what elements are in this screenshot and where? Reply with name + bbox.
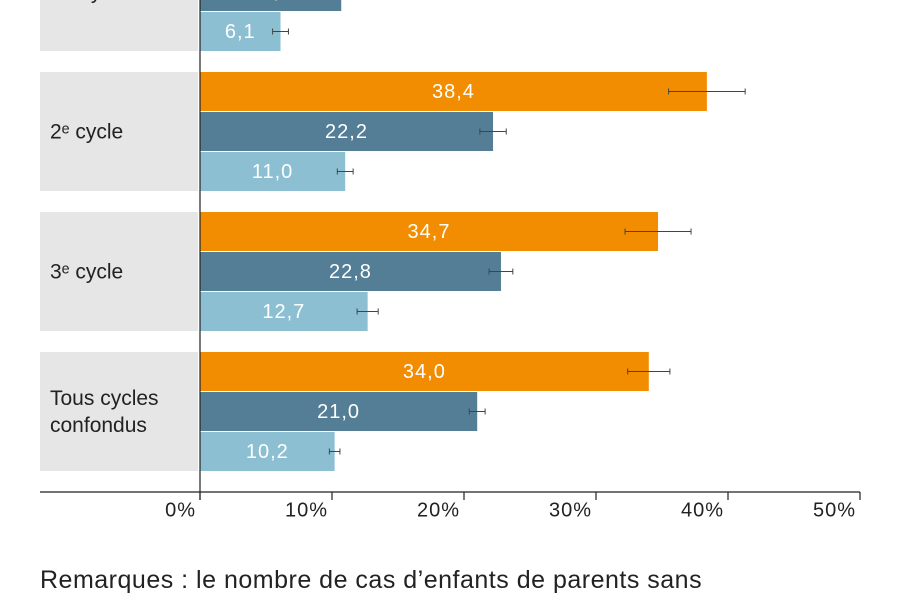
value-label: 22,8 xyxy=(329,261,372,283)
bar xyxy=(200,0,342,11)
error-bar xyxy=(479,128,507,135)
x-tick-label: 40% xyxy=(681,499,724,521)
bar xyxy=(200,152,346,191)
x-tick-label: 10% xyxy=(285,499,328,521)
error-bar xyxy=(328,448,341,455)
category-band xyxy=(40,72,198,191)
bar xyxy=(200,72,707,111)
error-bar xyxy=(624,228,692,235)
value-label: 12,7 xyxy=(262,301,305,323)
bar xyxy=(200,432,335,471)
error-bar xyxy=(488,268,514,275)
error-bar xyxy=(668,88,746,95)
category-label: 1ᵉʳ cycle xyxy=(50,0,190,6)
value-label: 10,2 xyxy=(246,441,289,463)
category-band xyxy=(40,212,198,331)
bar xyxy=(200,292,368,331)
category-label: 2ᵉ cycle xyxy=(50,120,124,144)
category-label: 3ᵉ cycle xyxy=(50,260,124,284)
value-label: 10,7 xyxy=(249,0,292,3)
value-label: 21,0 xyxy=(317,401,360,423)
x-tick-label: 30% xyxy=(549,499,592,521)
bar xyxy=(200,112,494,151)
value-label: 34,0 xyxy=(403,361,446,383)
x-tick-label: 20% xyxy=(417,499,460,521)
category-band xyxy=(40,0,198,51)
x-tick-label: 50% xyxy=(813,499,856,521)
category-label: Tous cycles confondus xyxy=(50,387,159,437)
error-bar xyxy=(336,168,354,175)
value-label: 22,2 xyxy=(325,121,368,143)
x-tick-label: 0% xyxy=(165,499,196,521)
bar xyxy=(200,12,281,51)
error-bar xyxy=(356,308,379,315)
bar xyxy=(200,252,501,291)
bar xyxy=(200,352,649,391)
error-bar xyxy=(627,368,671,375)
error-bar xyxy=(272,28,289,35)
value-label: 34,7 xyxy=(408,221,451,243)
category-band xyxy=(40,352,198,471)
value-label: 38,4 xyxy=(432,81,475,103)
value-label: 6,1 xyxy=(225,21,256,43)
note: Remarques : le nombre de cas d’enfants d… xyxy=(40,566,703,594)
bar xyxy=(200,392,478,431)
bar xyxy=(200,212,659,251)
error-bar xyxy=(468,408,486,415)
value-label: 11,0 xyxy=(252,161,293,183)
